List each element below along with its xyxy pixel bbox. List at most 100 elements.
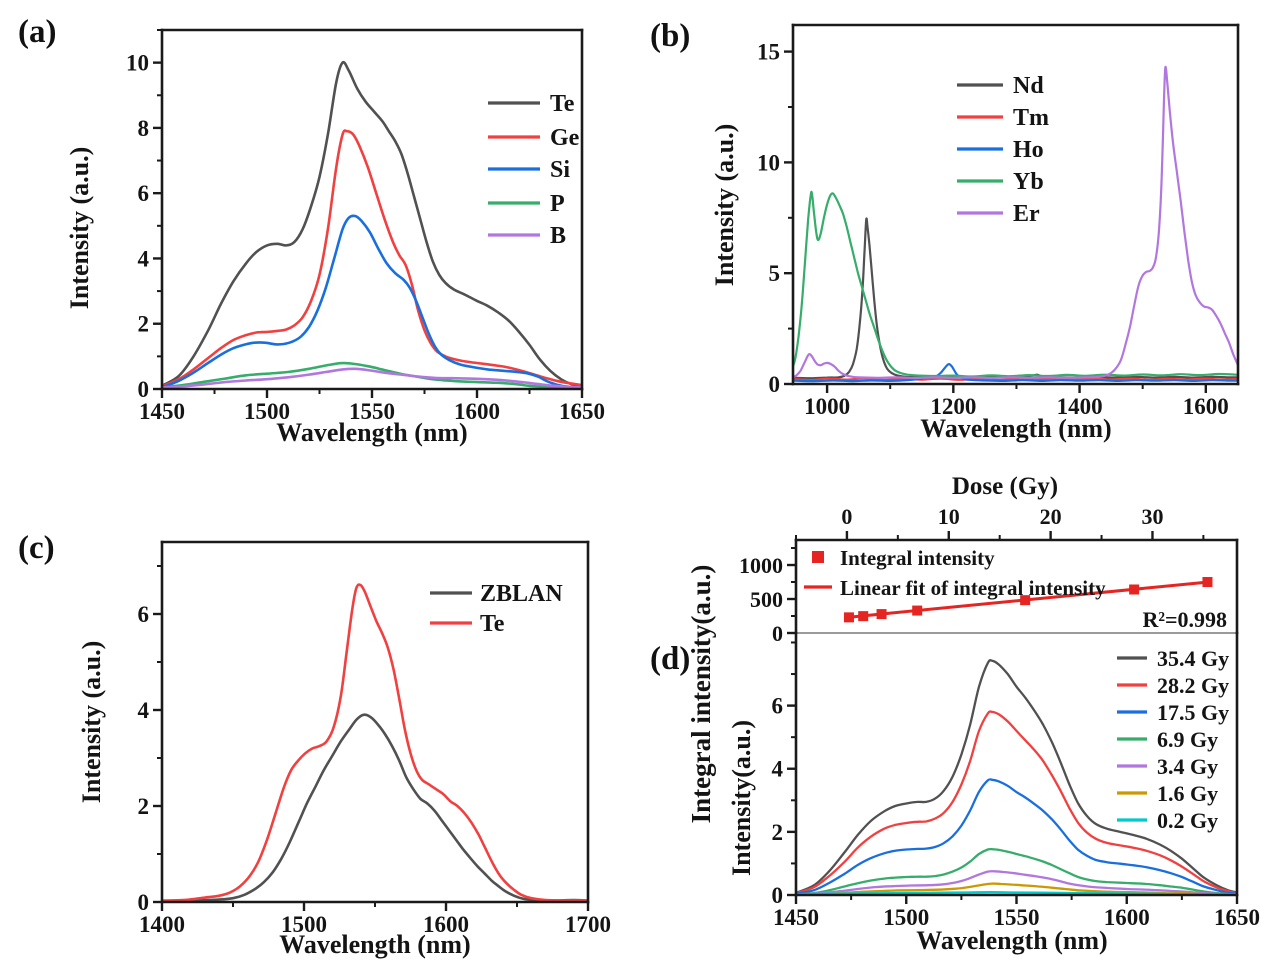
x-axis-title-a: Wavelength (nm)	[276, 418, 467, 447]
series-curve-te	[162, 60, 582, 387]
panel-label-b: (b)	[650, 18, 691, 54]
x-tick-label: 1200	[930, 394, 976, 419]
legend-label-zblan: ZBLAN	[480, 581, 563, 607]
y-tick-label: 2	[138, 794, 150, 819]
x-tick-label: 1400	[139, 912, 185, 937]
x-axis-title-c: Wavelength (nm)	[279, 930, 470, 959]
x-tick-label: 1550	[349, 399, 395, 424]
y-tick-label: 0	[138, 377, 150, 402]
data-point-marker-integral-intensity	[1020, 595, 1031, 606]
legend-label-ge: Ge	[550, 125, 580, 151]
panel-label-c: (c)	[18, 530, 55, 566]
x-tick-label: 1650	[1214, 905, 1260, 930]
x-tick-label: 1600	[1104, 905, 1150, 930]
data-point-marker-integral-intensity	[1129, 584, 1140, 595]
y-tick-label: 4	[772, 757, 784, 782]
legend-label-nd: Nd	[1013, 73, 1044, 99]
y-tick-label: 0	[769, 372, 781, 397]
legend-label-ho: Ho	[1013, 137, 1044, 163]
y-tick-label: 0	[138, 890, 150, 915]
legend-label-linear-fit-of-integral-intensity: Linear fit of integral intensity	[840, 576, 1106, 600]
legend-label-si: Si	[550, 157, 570, 183]
y-axis-title-d-bottom: Intensity(a.u.)	[727, 720, 756, 876]
x-tick-label: 1500	[883, 905, 929, 930]
series-curve-nd	[793, 217, 1238, 380]
x-tick-label: 1500	[281, 912, 327, 937]
legend-label-3-4-gy: 3.4 Gy	[1157, 754, 1218, 779]
series-curve-er	[793, 65, 1238, 380]
legend-label-yb: Yb	[1013, 169, 1044, 195]
series-curve-si	[162, 214, 582, 389]
series-curve-te	[162, 583, 588, 902]
y-tick-label: 4	[138, 698, 150, 723]
x-tick-label: 1650	[559, 399, 605, 424]
series-curve-17-5-gy	[796, 778, 1237, 895]
legend-label-28-2-gy: 28.2 Gy	[1157, 673, 1229, 698]
x-tick-label: 1600	[454, 399, 500, 424]
legend-label-te: Te	[550, 91, 575, 117]
y-axis-title-d-top: Integral intensity(a.u.)	[686, 565, 716, 824]
x-tick-label: 30	[1141, 504, 1163, 529]
y-tick-label: 4	[138, 246, 150, 271]
panel-label-a: (a)	[18, 14, 57, 50]
annotation-text: R²=0.998	[1142, 607, 1227, 632]
series-curve-p	[162, 361, 582, 389]
series-curve-6-9-gy	[796, 847, 1237, 895]
y-axis-title-b: Intensity (a.u.)	[710, 124, 739, 287]
y-tick-label: 2	[772, 820, 784, 845]
y-tick-label: 0	[772, 621, 783, 646]
legend-label-er: Er	[1013, 201, 1040, 227]
series-curve-yb	[793, 190, 1238, 378]
panel-label-d: (d)	[650, 641, 691, 677]
legend-label-6-9-gy: 6.9 Gy	[1157, 727, 1218, 752]
x-tick-label: 1000	[804, 394, 850, 419]
y-tick-label: 6	[772, 694, 784, 719]
x-tick-label: 1550	[994, 905, 1040, 930]
legend-label-35-4-gy: 35.4 Gy	[1157, 646, 1229, 671]
x-tick-label: 1600	[423, 912, 469, 937]
y-tick-label: 0	[772, 883, 784, 908]
series-curve-zblan	[162, 713, 588, 902]
x-tick-label: 1400	[1057, 394, 1103, 419]
data-point-marker-integral-intensity	[858, 611, 869, 622]
y-tick-label: 10	[757, 150, 780, 175]
x-tick-label: 20	[1040, 504, 1062, 529]
y-tick-label: 5	[769, 261, 781, 286]
data-point-marker-integral-intensity	[1202, 577, 1213, 588]
x-tick-label: 10	[938, 504, 960, 529]
y-tick-label: 2	[138, 312, 150, 337]
y-tick-label: 500	[750, 587, 783, 612]
x-tick-label: 1450	[773, 905, 819, 930]
panel-d-top-chart: 0 10 20 30 Dose (Gy) 0 500 1000 Integral intensi…	[686, 473, 1239, 824]
x-tick-label: 1700	[565, 912, 611, 937]
y-tick-label: 8	[138, 116, 150, 141]
series-curve-35-4-gy	[796, 659, 1237, 894]
panel-d-bottom-chart: 1450 1500 1550 1600 1650 Wavelength (nm) 0 2 4 6I…	[727, 631, 1260, 955]
panel-c-chart: 1400 1500 1600 1700 Wavelength (nm) 0 2 4 6 Inten…	[77, 540, 611, 959]
panel-a-chart: 1450 1500 1550 1600 1650 Wavelength (nm) 0 2 4 6 8…	[65, 28, 605, 447]
legend-label-te: Te	[480, 611, 505, 637]
legend-label-17-5-gy: 17.5 Gy	[1157, 700, 1229, 725]
data-point-marker-integral-intensity	[912, 605, 923, 616]
series-curve-b	[162, 367, 582, 389]
series-curve-3-4-gy	[796, 870, 1237, 895]
data-point-marker-integral-intensity	[843, 612, 854, 623]
y-tick-label: 15	[757, 40, 780, 65]
x-tick-label: 1500	[244, 399, 290, 424]
legend-label-1-6-gy: 1.6 Gy	[1157, 781, 1218, 806]
legend-label-tm: Tm	[1013, 105, 1049, 131]
x-tick-label: 1450	[139, 399, 185, 424]
y-axis-title-a: Intensity (a.u.)	[65, 147, 94, 310]
panel-b-chart: 1000 1200 1400 1600 Wavelength (nm) 0 5 10 15 Int…	[710, 23, 1240, 443]
series-curve-28-2-gy	[796, 710, 1237, 895]
y-tick-label: 1000	[739, 553, 783, 578]
legend-marker-integral-intensity	[812, 551, 824, 563]
x-axis-title-d-bottom: Wavelength (nm)	[916, 926, 1107, 955]
x-axis-title-b: Wavelength (nm)	[920, 414, 1111, 443]
y-tick-label: 10	[126, 51, 149, 76]
y-tick-label: 6	[138, 181, 150, 206]
legend-label-0-2-gy: 0.2 Gy	[1157, 808, 1218, 833]
data-point-marker-integral-intensity	[876, 609, 887, 620]
